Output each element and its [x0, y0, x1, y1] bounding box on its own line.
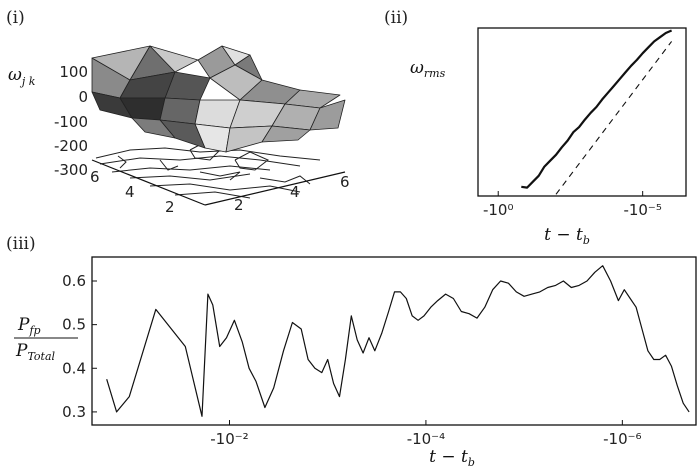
contour-floor: [95, 141, 321, 199]
panel-iii: (iii) Pfp PTotal -10⁻² -10⁻⁴ -10⁻⁶ 0.3 0.4 0.…: [6, 234, 697, 469]
ylabel-numerator: Pfp: [17, 315, 41, 337]
y-tick-label: 0.4: [62, 359, 86, 377]
z-tick-labels: 100 0 -100 -200 -300: [54, 63, 88, 179]
y-tick-label: 4: [125, 183, 135, 201]
x-tick-label: -10⁻⁴: [407, 430, 445, 448]
panel-label-i: (i): [6, 8, 25, 28]
ylabel-fraction: Pfp PTotal: [14, 315, 78, 363]
plot-frame-iii: [91, 256, 697, 426]
ylabel-denominator: PTotal: [15, 341, 56, 363]
surface-facet: [261, 125, 311, 143]
ticks-iii: -10⁻² -10⁻⁴ -10⁻⁶ 0.3 0.4 0.5 0.6: [62, 272, 641, 448]
series-iii: [106, 265, 690, 417]
z-tick-label: 100: [59, 63, 88, 81]
panel-label-iii: (iii): [6, 234, 36, 254]
y-tick-label: 0.5: [62, 316, 86, 334]
panel-i: (i) ωj k 100 0 -100 -200 -300: [6, 8, 350, 216]
x-tick-label: 4: [290, 183, 300, 201]
z-tick-label: 0: [78, 88, 88, 106]
ylabel-omega-rms: ωrms: [410, 58, 446, 80]
xlabel-iii: t − tb: [429, 447, 475, 469]
xlabel-ii: t − tb: [544, 225, 590, 247]
y-tick-label: 0.6: [62, 272, 86, 290]
x-tick-label: 6: [340, 173, 350, 191]
series-line: [521, 29, 673, 189]
z-tick-label: -200: [54, 137, 88, 155]
z-tick-label: -300: [54, 161, 88, 179]
panel-ii: (ii) ωrms -10⁰ -10⁻⁵ t − tb: [384, 8, 687, 247]
x-tick-label: -10⁻⁵: [623, 201, 661, 219]
surface-facet: [309, 99, 346, 131]
surface-facet: [131, 117, 176, 139]
floor-axes: [91, 159, 346, 206]
x-tick-label: -10⁻²: [210, 430, 248, 448]
y-tick-label: 2: [165, 198, 175, 216]
surface-facet: [159, 97, 201, 125]
plot-frame-ii: [477, 27, 687, 197]
zlabel-omega-jk: ωj k: [8, 65, 36, 88]
y-tick-label: 0.3: [62, 403, 86, 421]
y-tick-label: 6: [90, 168, 100, 186]
x-tick-label: -10⁻⁶: [603, 430, 641, 448]
panel-label-ii: (ii): [384, 8, 408, 28]
surface-mesh: [91, 45, 346, 153]
series-ii: [521, 29, 673, 195]
surface-facet: [149, 45, 199, 73]
x-tick-label: 2: [234, 196, 244, 214]
z-tick-label: -100: [54, 113, 88, 131]
xy-tick-labels: 6 4 2 2 4 6: [90, 168, 350, 216]
x-ticks-ii: -10⁰ -10⁻⁵: [483, 191, 662, 219]
x-tick-label: -10⁰: [483, 201, 514, 219]
reference-dashed-line: [555, 41, 673, 195]
series-line: [106, 265, 690, 417]
